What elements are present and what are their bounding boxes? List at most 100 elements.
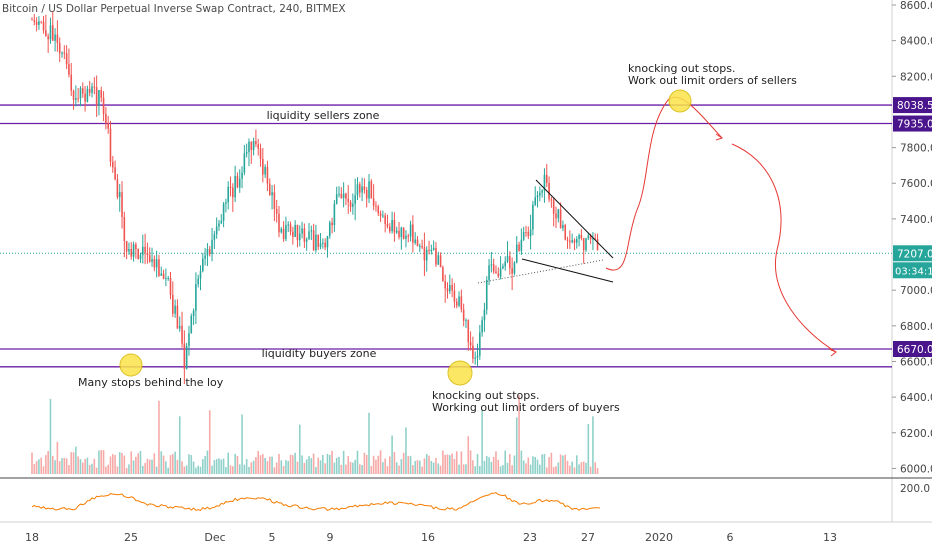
volume-bar (91, 463, 93, 474)
volume-bar (72, 452, 75, 474)
candle-body (372, 198, 375, 206)
volume-bar (250, 462, 253, 474)
volume-bar (449, 455, 451, 474)
candle-body (178, 325, 181, 329)
candle-body (490, 264, 493, 266)
candle-body (405, 235, 407, 239)
candle-body (93, 86, 96, 88)
volume-bar (102, 450, 105, 474)
price-tick-label: 7600.0 (900, 178, 932, 190)
volume-bar (51, 456, 54, 474)
volume-bar (455, 451, 458, 474)
volume-bar (488, 457, 490, 474)
volume-bar (425, 453, 428, 474)
volume-bar (153, 453, 156, 474)
oscillator-line (31, 492, 600, 511)
volume-bar (582, 461, 585, 474)
candle-body (45, 30, 47, 37)
volume-bar (467, 436, 470, 474)
candle-body (109, 128, 112, 162)
candle-body (197, 278, 199, 285)
volume-bar (75, 446, 77, 474)
candle-body (582, 238, 585, 251)
candle-body (513, 262, 516, 274)
candle-body (361, 186, 363, 193)
candle-body (155, 259, 158, 268)
candle-body (100, 90, 103, 98)
volume-bar (331, 450, 333, 474)
candle-body (294, 224, 296, 237)
volume-bar (379, 450, 382, 474)
candle-body (492, 264, 495, 272)
level-6670-label: 6670.0 (897, 344, 932, 356)
volume-bar (361, 464, 363, 474)
volume-bar (352, 462, 354, 474)
candle-body (414, 239, 416, 243)
candle-body (407, 235, 410, 237)
volume-bar (292, 455, 294, 474)
candle-body (229, 186, 232, 188)
candle-body (382, 215, 384, 217)
candle-body (499, 268, 502, 277)
volume-bar (151, 459, 153, 474)
candle-body (68, 64, 70, 75)
volume-bar (81, 462, 84, 474)
volume-bar (195, 467, 197, 474)
volume-bar (137, 453, 139, 474)
candle-body (497, 273, 500, 277)
volume-bar (114, 455, 116, 474)
candle-body (575, 238, 578, 243)
volume-bar (319, 460, 322, 474)
volume-bar (238, 464, 241, 474)
volume-bar (502, 465, 504, 474)
volume-bar (160, 451, 163, 474)
volume-bar (430, 460, 433, 474)
candle-body (301, 228, 303, 234)
volume-bar (458, 464, 460, 474)
volume-bar (393, 451, 396, 474)
candle-body (162, 273, 165, 279)
candle-body (550, 199, 553, 201)
volume-bar (315, 467, 317, 474)
volume-bar (326, 453, 329, 474)
arrowhead-icon (828, 348, 837, 357)
candle-body (206, 249, 209, 256)
candle-body (416, 239, 419, 247)
candle-body (356, 184, 359, 196)
volume-bar (335, 457, 338, 474)
volume-bar (322, 454, 324, 474)
volume-bar (317, 457, 320, 474)
volume-bar (172, 454, 174, 474)
candle-body (144, 246, 146, 253)
volume-bar (121, 452, 123, 474)
volume-bar (158, 400, 160, 474)
candle-body (345, 193, 347, 199)
volume-bar (45, 455, 47, 474)
volume-bar (398, 465, 400, 474)
candle-body (114, 167, 116, 180)
volume-bar (460, 451, 463, 474)
price-tick-label: 6800.0 (900, 321, 932, 333)
volume-bar (130, 451, 133, 474)
volume-bar (63, 457, 66, 474)
volume-bar (229, 465, 232, 474)
candle-body (375, 205, 377, 207)
volume-bar (543, 453, 546, 474)
volume-bar (259, 455, 262, 474)
candle-body (529, 229, 532, 237)
volume-bar (594, 462, 597, 474)
volume-bar (391, 435, 393, 474)
candle-body (511, 268, 513, 274)
volume-bar (405, 427, 407, 474)
candle-body (298, 233, 301, 241)
candle-body (539, 192, 541, 196)
candle-body (54, 34, 56, 41)
volume-bar (47, 450, 49, 474)
volume-bar (241, 414, 243, 474)
volume-bar (31, 452, 33, 474)
volume-bar (536, 459, 539, 474)
level-8038-label: 8038.5 (897, 100, 932, 112)
candle-body (585, 238, 587, 251)
